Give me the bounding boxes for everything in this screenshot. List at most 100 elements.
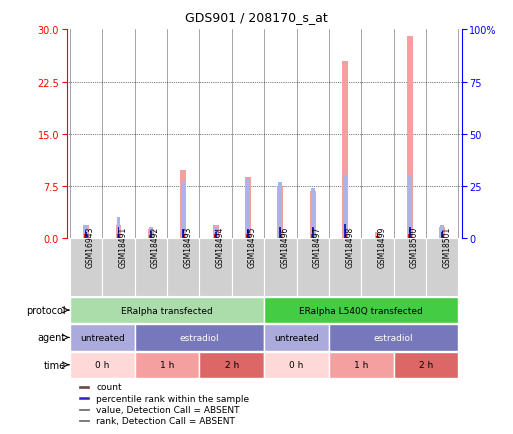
Bar [135,325,264,351]
Text: 0 h: 0 h [289,360,304,369]
Bar [278,186,283,238]
Text: GDS901 / 208170_s_at: GDS901 / 208170_s_at [185,11,328,24]
Bar [213,226,219,238]
Bar [342,62,348,238]
Text: untreated: untreated [80,333,125,342]
Bar [264,297,459,323]
Text: GSM18492: GSM18492 [151,227,160,268]
Text: GSM18501: GSM18501 [442,227,451,268]
Text: 2 h: 2 h [225,360,239,369]
Bar [116,217,121,238]
Bar [214,228,218,238]
Bar [264,352,329,378]
Text: GSM16943: GSM16943 [86,226,95,268]
Text: ERalpha L540Q transfected: ERalpha L540Q transfected [300,306,423,315]
Bar [135,238,167,297]
Bar [247,230,249,238]
Bar [135,352,200,378]
Bar [200,238,232,297]
Text: untreated: untreated [274,333,319,342]
Bar [214,235,217,238]
Bar [279,235,282,238]
Bar [78,386,89,388]
Bar [361,238,393,297]
Bar [117,234,120,238]
Bar [78,409,89,410]
Bar [441,232,443,238]
Bar [246,180,250,238]
Text: 1 h: 1 h [354,360,368,369]
Text: GSM18491: GSM18491 [119,227,128,268]
Bar [214,232,216,238]
Text: protocol: protocol [26,306,66,316]
Text: GSM18498: GSM18498 [345,227,354,268]
Bar [264,238,297,297]
Text: percentile rank within the sample: percentile rank within the sample [96,394,249,403]
Bar [280,228,281,238]
Bar [279,182,282,238]
Bar [245,177,251,238]
Bar [297,238,329,297]
Bar [393,238,426,297]
Bar [70,297,264,323]
Bar [393,352,459,378]
Bar [426,238,459,297]
Bar [264,325,329,351]
Bar [329,325,459,351]
Bar [150,231,152,238]
Bar [115,225,122,238]
Text: 2 h: 2 h [419,360,433,369]
Text: GSM18500: GSM18500 [410,227,419,268]
Text: ERalpha transfected: ERalpha transfected [121,306,213,315]
Bar [167,238,200,297]
Bar [310,191,315,238]
Bar [149,228,153,238]
Bar [85,232,87,238]
Bar [117,228,120,238]
Bar [70,238,102,297]
Text: estradiol: estradiol [180,333,219,342]
Bar [70,325,135,351]
Text: 1 h: 1 h [160,360,174,369]
Text: time: time [44,360,66,370]
Bar [440,226,444,238]
Bar [181,170,186,238]
Bar [311,188,314,238]
Bar [377,233,379,238]
Bar [408,176,412,238]
Bar [84,226,88,238]
Bar [441,235,444,238]
Bar [344,234,347,238]
Bar [246,235,250,238]
Bar [408,235,411,238]
Text: agent: agent [38,332,66,342]
Bar [329,352,393,378]
Bar [182,235,185,238]
Text: GSM18497: GSM18497 [313,227,322,268]
Bar [344,225,346,238]
Text: estradiol: estradiol [374,333,413,342]
Text: GSM18494: GSM18494 [215,227,225,268]
Bar [149,236,152,238]
Bar [329,238,361,297]
Bar [409,228,411,238]
Text: 0 h: 0 h [95,360,109,369]
Text: GSM18496: GSM18496 [281,227,289,268]
Bar [407,37,413,238]
Bar [102,238,135,297]
Bar [311,235,314,238]
Text: GSM18493: GSM18493 [183,227,192,268]
Bar [78,420,89,421]
Bar [232,238,264,297]
Bar [78,398,89,399]
Text: GSM18499: GSM18499 [378,227,386,268]
Bar [83,226,89,238]
Bar [200,352,264,378]
Bar [343,176,347,238]
Text: GSM18495: GSM18495 [248,227,257,268]
Text: value, Detection Call = ABSENT: value, Detection Call = ABSENT [96,405,240,414]
Bar [376,237,379,238]
Bar [85,234,88,238]
Bar [312,228,314,238]
Text: count: count [96,382,122,391]
